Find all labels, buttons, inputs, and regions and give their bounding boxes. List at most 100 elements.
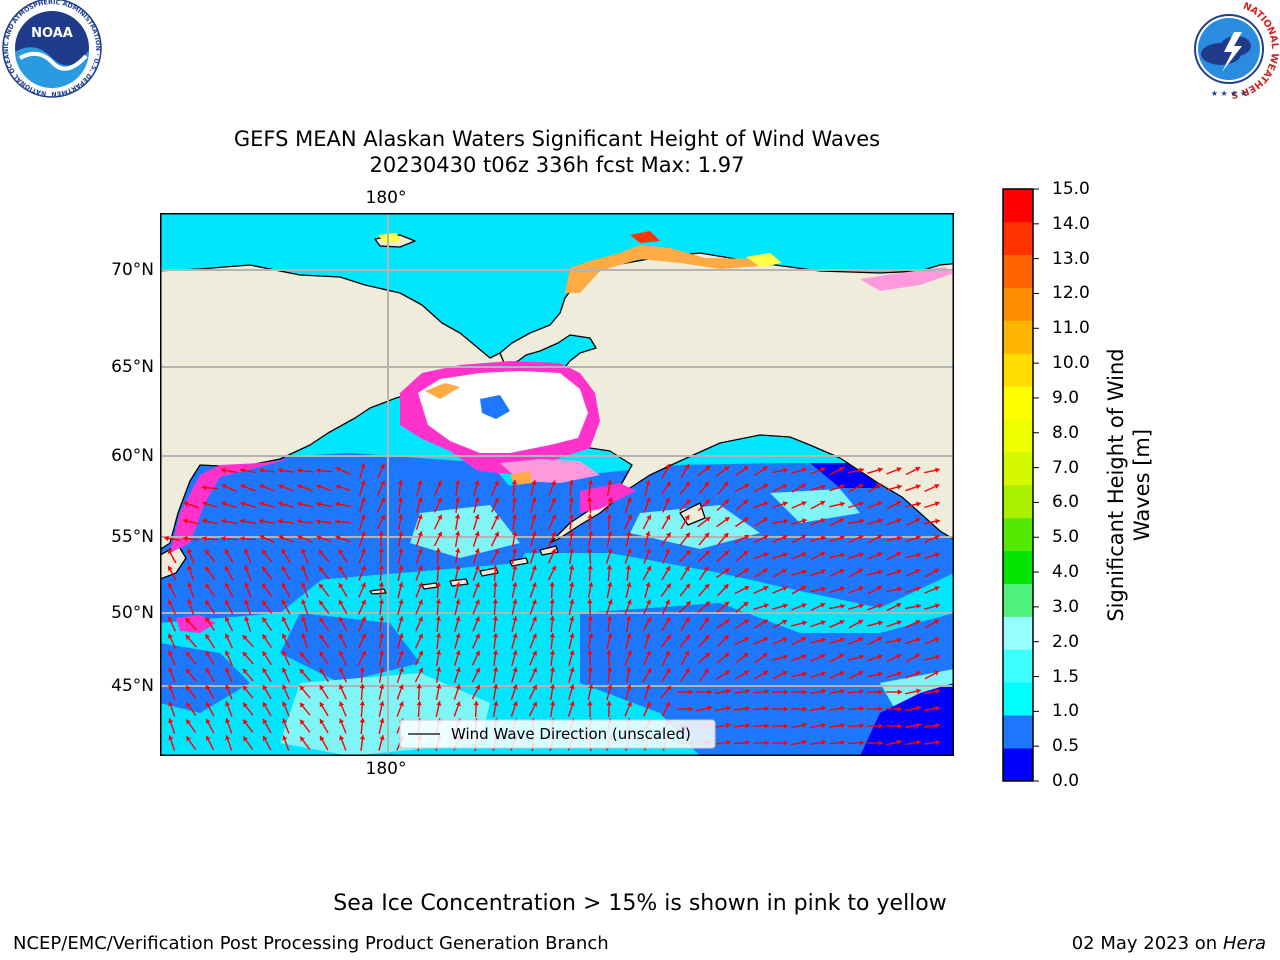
wind-wave-arrowhead (568, 497, 575, 502)
wind-wave-arrowhead (398, 548, 404, 553)
wind-wave-arrowhead (626, 599, 632, 605)
wind-wave-arrowhead (225, 633, 230, 639)
wind-wave-arrowhead (724, 568, 730, 573)
wind-wave-arrowhead (877, 534, 882, 540)
wind-wave-arrowhead (587, 599, 593, 604)
wind-wave-arrowhead (379, 701, 385, 706)
wind-wave-arrowhead (781, 568, 787, 574)
wind-wave-arrowhead (801, 603, 807, 609)
wind-wave-arrowhead (202, 501, 208, 507)
wind-wave-arrowhead (877, 501, 883, 506)
wind-wave-arrowhead (645, 480, 651, 485)
wind-wave-arrowhead (398, 531, 404, 536)
wind-wave-arrowhead (417, 548, 423, 554)
wind-wave-arrowhead (282, 701, 288, 707)
wind-wave-arrowhead (705, 517, 711, 522)
wind-wave-arrowhead (378, 565, 384, 570)
colorbar-tick-label: 4.0 (1052, 562, 1080, 583)
wind-wave-arrowhead (300, 719, 305, 725)
wind-wave-arrowhead (783, 467, 788, 473)
wind-wave-arrowhead (278, 518, 283, 525)
wind-wave-arrowhead (417, 565, 423, 571)
wind-wave-arrowhead (840, 603, 845, 609)
wind-wave-arrowhead (744, 585, 750, 591)
wind-wave-arrowhead (224, 549, 230, 555)
wind-wave-arrowhead (588, 684, 594, 689)
wind-wave-arrowhead (688, 706, 693, 712)
wind-wave-arrowhead (569, 633, 575, 638)
wind-wave-arrowhead (455, 616, 461, 621)
wind-wave-arrowhead (335, 501, 340, 507)
lat-label-50: 50°N (111, 603, 154, 623)
wind-wave-arrowhead (475, 684, 481, 690)
wind-wave-arrowhead (588, 633, 594, 638)
colorbar-swatch (1003, 649, 1033, 683)
wind-wave-arrowhead (744, 483, 749, 489)
colorbar-tick-label: 13.0 (1052, 248, 1090, 269)
wind-wave-arrowhead (858, 619, 863, 625)
wind-wave-arrowhead (801, 501, 807, 506)
wind-wave-arrowhead (300, 736, 305, 742)
wind-wave-arrowhead (360, 514, 366, 520)
wind-wave-arrowhead (934, 603, 940, 609)
wind-wave-arrowhead (378, 548, 384, 553)
wind-wave-arrowhead (782, 501, 788, 507)
lat-label-45: 45°N (111, 676, 154, 696)
wind-wave-arrowhead (745, 688, 750, 695)
wind-wave-arrowhead (299, 652, 305, 657)
wind-wave-arrowhead (549, 599, 555, 604)
wind-wave-arrowhead (202, 485, 207, 491)
wind-wave-arrowhead (549, 633, 556, 638)
wind-wave-arrowhead (764, 723, 769, 729)
wind-wave-arrowhead (455, 667, 461, 673)
wind-wave-arrowhead (915, 517, 921, 523)
wind-wave-arrowhead (802, 706, 807, 712)
wind-wave-arrowhead (243, 685, 248, 691)
colorbar-swatch (1003, 682, 1033, 716)
wind-wave-arrowhead (743, 619, 749, 625)
wind-wave-arrowhead (435, 582, 441, 587)
wind-wave-arrowhead (896, 500, 902, 506)
wind-wave-arrowhead (587, 667, 593, 672)
wind-wave-arrowhead (935, 467, 940, 473)
wind-wave-arrowhead (588, 531, 594, 536)
wind-wave-arrowhead (916, 739, 921, 745)
wind-wave-arrowhead (743, 568, 749, 574)
wind-wave-arrowhead (418, 616, 423, 622)
wind-wave-arrowhead (839, 569, 845, 574)
wind-wave-arrowhead (858, 501, 864, 507)
wind-wave-arrowhead (417, 514, 423, 520)
wind-wave-arrowhead (186, 668, 191, 674)
wind-wave-arrowhead (494, 514, 499, 520)
colorbar-swatch (1003, 715, 1033, 749)
wind-wave-arrowhead (243, 736, 248, 742)
colorbar-tick-label: 0.0 (1052, 771, 1080, 791)
wind-wave-arrowhead (532, 684, 538, 690)
wind-wave-arrowhead (185, 651, 191, 657)
wind-wave-arrowhead (645, 548, 651, 554)
wind-wave-arrowhead (685, 583, 690, 589)
wind-wave-arrowhead (398, 667, 404, 673)
wind-wave-arrowhead (168, 633, 173, 639)
wind-wave-arrowhead (821, 535, 826, 541)
wind-wave-arrowhead (607, 480, 613, 485)
wind-wave-arrowhead (802, 722, 807, 728)
nws-logo: NATIONAL WEATHER SERVICE ★ ★ ★ ★ (1178, 0, 1280, 100)
wind-wave-arrowhead (802, 620, 807, 626)
wind-wave-arrowhead (764, 689, 769, 695)
wind-wave-arrowhead (684, 617, 690, 623)
wind-wave-arrowhead (398, 701, 404, 707)
wind-wave-arrowhead (724, 466, 730, 471)
wind-wave-arrowhead (455, 599, 461, 604)
colorbar-tick-label: 10.0 (1052, 353, 1090, 374)
wind-wave-arrowhead (607, 633, 613, 638)
wind-wave-arrowhead (724, 517, 730, 522)
wind-wave-arrowhead (240, 518, 245, 524)
colorbar-swatch (1003, 386, 1033, 420)
wind-wave-arrowhead (665, 668, 671, 674)
wind-wave-arrowhead (743, 466, 749, 471)
wind-wave-arrowhead (380, 514, 386, 520)
wind-wave-arrowhead (568, 480, 574, 485)
wind-wave-arrowhead (782, 619, 787, 625)
wind-wave-arrowhead (839, 466, 845, 472)
